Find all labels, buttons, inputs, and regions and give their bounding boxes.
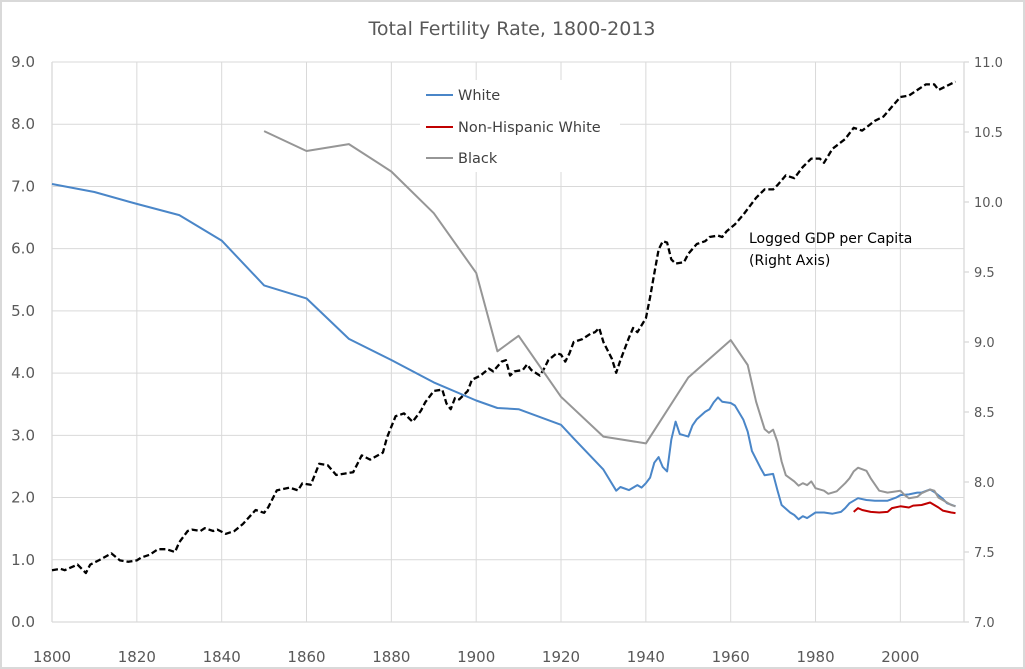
y-tick-label: 0.0: [11, 613, 35, 631]
y2-tick-label: 8.0: [974, 476, 995, 491]
x-tick-label: 1820: [118, 648, 156, 666]
x-tick-label: 1960: [712, 648, 750, 666]
y-tick-label: 2.0: [11, 489, 35, 507]
gdp-annotation-line-1: Logged GDP per Capita: [749, 231, 912, 247]
x-tick-label: 1840: [203, 648, 241, 666]
legend-label-black: Black: [458, 151, 498, 167]
x-tick-label: 1920: [542, 648, 580, 666]
y-tick-label: 8.0: [11, 115, 35, 133]
y2-tick-label: 9.5: [974, 266, 995, 281]
y-tick-label: 9.0: [11, 53, 35, 71]
y2-tick-label: 10.0: [974, 196, 1003, 211]
legend-label-non-hispanic-white: Non-Hispanic White: [458, 120, 601, 136]
legend: White Non-Hispanic White Black: [420, 80, 620, 172]
y-tick-label: 4.0: [11, 364, 35, 382]
series-line-non-hispanic-white: [853, 501, 956, 515]
y-tick-label: 3.0: [11, 426, 35, 444]
x-tick-label: 1880: [372, 648, 410, 666]
legend-background: [420, 80, 620, 172]
series-line-white: [51, 183, 956, 521]
legend-item-white: White: [426, 88, 500, 104]
x-tick-label: 1980: [796, 648, 834, 666]
series-line-black: [263, 130, 956, 508]
x-tick-label: 2000: [881, 648, 919, 666]
chart-title: Total Fertility Rate, 1800-2013: [367, 18, 655, 40]
x-tick-label: 1860: [287, 648, 325, 666]
legend-label-white: White: [458, 88, 500, 104]
legend-item-black: Black: [426, 151, 498, 167]
x-tick-label: 1900: [457, 648, 495, 666]
gdp-annotation-line-2: (Right Axis): [749, 253, 830, 269]
y-tick-label: 6.0: [11, 240, 35, 258]
y2-tick-label: 11.0: [974, 56, 1003, 71]
x-tick-label: 1940: [627, 648, 665, 666]
y2-tick-label: 8.5: [974, 406, 995, 421]
y-tick-label: 5.0: [11, 302, 35, 320]
gdp-annotation: Logged GDP per Capita (Right Axis): [749, 231, 912, 269]
x-tick-label: 1800: [33, 648, 71, 666]
y-tick-label: 1.0: [11, 551, 35, 569]
series-lines: [51, 80, 957, 575]
y2-tick-label: 7.0: [974, 616, 995, 631]
y2-tick-label: 7.5: [974, 546, 995, 561]
y2-tick-label: 9.0: [974, 336, 995, 351]
legend-item-non-hispanic-white: Non-Hispanic White: [426, 120, 601, 136]
y-tick-label: 7.0: [11, 177, 35, 195]
axes: 0.0 1.0 2.0 3.0 4.0 5.0 6.0 7.0 8.0 9.0 1800 1820 18…: [11, 53, 1003, 666]
y2-tick-label: 10.5: [974, 126, 1003, 141]
